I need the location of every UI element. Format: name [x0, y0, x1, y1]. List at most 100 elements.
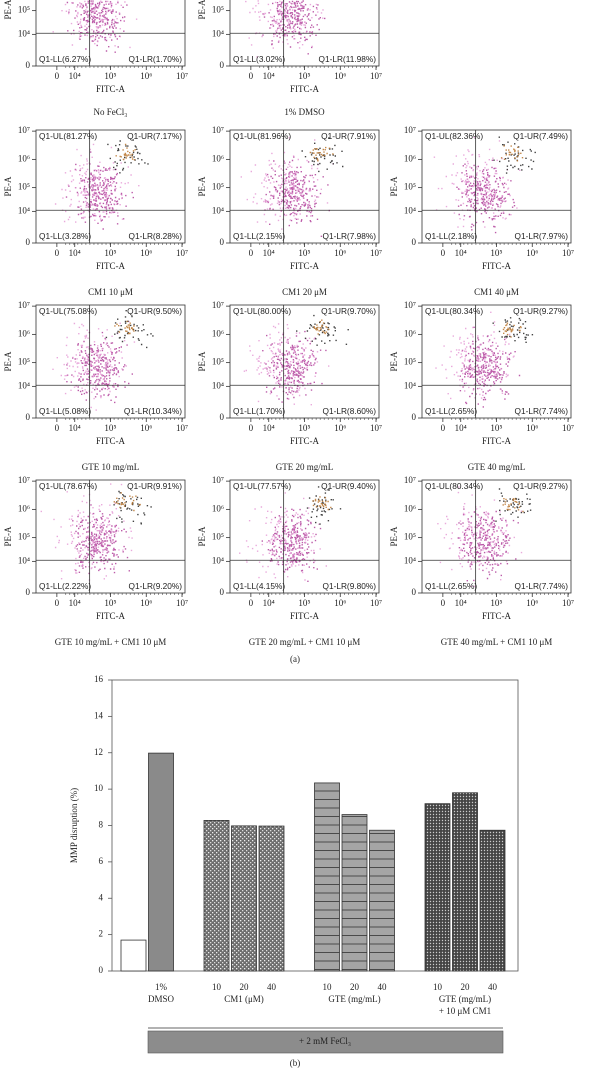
- panel-caption: GTE 10 mg/mL: [82, 462, 140, 472]
- event-cloud: [52, 0, 138, 49]
- y-axis-label: PE-A: [197, 351, 207, 372]
- y-tick-label: 0: [220, 587, 225, 597]
- y-axis-label: PE-A: [197, 526, 207, 547]
- y-tick-label: 10⁷: [404, 475, 416, 485]
- quadrant-label: Q1-UR(9.40%): [321, 481, 376, 491]
- x-tick-label: 10⁵: [298, 598, 310, 608]
- x-tick-label: 10⁷: [562, 423, 574, 433]
- y-tick-label: 10⁵: [18, 5, 30, 15]
- quadrant-label: Q1-UR(9.27%): [513, 481, 568, 491]
- plot-frame: [35, 479, 186, 594]
- y-axis-label: PE-A: [389, 526, 399, 547]
- y-tick-label: 10⁷: [212, 475, 224, 485]
- flow-panel: 0 10⁴ 10⁵ 10⁶ 10⁷ 0 10⁴ 10⁵ 10⁶ 10⁷ FITC-A PE-A GTE …: [3, 475, 188, 647]
- event-cloud: [301, 137, 344, 173]
- flow-panel: 0 10⁴ 10⁵ 10⁶ 10⁷ 0 10⁴ 10⁵ 10⁶ 10⁷ FITC-A PE-A CM1 …: [3, 125, 188, 297]
- x-tick-label: 10⁶: [334, 598, 346, 608]
- x-tick-label: 10⁵: [104, 598, 116, 608]
- quadrant-label: Q1-UR(7.91%): [321, 131, 376, 141]
- quadrant-label: Q1-LR(7.97%): [515, 231, 569, 241]
- bar: [424, 803, 451, 972]
- y-tick-label: 0: [99, 965, 104, 975]
- y-tick-label: 10⁶: [212, 153, 224, 163]
- y-axis-label: MMP disruption (%): [69, 788, 79, 863]
- event-cloud: [105, 310, 154, 349]
- x-tick-label: 1%: [155, 982, 168, 992]
- y-tick-label: 10⁵: [404, 357, 416, 367]
- y-tick-label: 10⁴: [18, 205, 30, 215]
- y-tick-label: 8: [99, 820, 104, 830]
- panel-caption: 1% DMSO: [284, 107, 325, 117]
- bar: [452, 792, 478, 972]
- y-tick-label: 10⁴: [212, 205, 224, 215]
- x-tick-label: 10⁵: [104, 71, 116, 81]
- y-tick-label: 10⁵: [212, 357, 224, 367]
- y-tick-label: 10⁷: [404, 300, 416, 310]
- quadrant-label: Q1-LR(10.34%): [124, 406, 182, 416]
- x-tick-label: 10⁶: [140, 423, 152, 433]
- x-tick-label: 0: [249, 423, 254, 433]
- x-axis-label: FITC-A: [290, 436, 320, 446]
- y-tick-label: 10⁵: [404, 182, 416, 192]
- event-cloud: [115, 143, 136, 161]
- y-tick-label: 10⁵: [404, 532, 416, 542]
- y-tick-label: 10⁷: [212, 300, 224, 310]
- x-tick-label: 0: [55, 248, 60, 258]
- x-tick-label: 10⁷: [176, 423, 188, 433]
- y-axis-label: PE-A: [3, 176, 13, 197]
- x-tick-label: 10: [433, 982, 443, 992]
- x-tick-label: 10: [323, 982, 333, 992]
- x-tick-label: 10⁴: [69, 423, 81, 433]
- flow-panel: 0 10⁴ 10⁵ 10⁶ 10⁷ 0 10⁴ 10⁵ 10⁶ 10⁷ FITC-A PE-A CM1 …: [197, 125, 382, 297]
- quadrant-label: Q1-LR(7.98%): [323, 231, 377, 241]
- y-tick-label: 0: [412, 237, 417, 247]
- x-tick-label: 40: [488, 982, 498, 992]
- x-tick-label: 10⁴: [69, 71, 81, 81]
- quadrant-label: Q1-LL(3.28%): [39, 231, 91, 241]
- quadrant-label: Q1-UL(81.27%): [39, 131, 97, 141]
- quadrant-label: Q1-LR(7.74%): [515, 406, 569, 416]
- y-tick-label: 10⁵: [18, 532, 30, 542]
- event-cloud: [492, 317, 534, 343]
- x-axis-label: FITC-A: [290, 611, 320, 621]
- x-tick-label: 0: [55, 423, 60, 433]
- y-axis-label: PE-A: [389, 351, 399, 372]
- bar: [258, 825, 285, 972]
- x-tick-label: 10⁶: [334, 71, 346, 81]
- panel-caption: CM1 20 μM: [282, 287, 327, 297]
- quadrant-label: Q1-UL(82.36%): [425, 131, 483, 141]
- x-tick-label: 10⁶: [140, 598, 152, 608]
- quadrant-label: Q1-UL(78.67%): [39, 481, 97, 491]
- bar: [120, 939, 147, 972]
- quadrant-label: Q1-LR(7.74%): [515, 581, 569, 591]
- bar: [479, 829, 506, 972]
- quadrant-label: Q1-UL(81.96%): [233, 131, 291, 141]
- x-tick-label: 10⁷: [562, 598, 574, 608]
- y-tick-label: 10: [94, 783, 104, 793]
- y-tick-label: 10⁶: [212, 503, 224, 513]
- x-tick-label: 10: [212, 982, 222, 992]
- event-cloud: [437, 486, 523, 588]
- x-tick-label: 10⁵: [298, 248, 310, 258]
- quadrant-label: Q1-LL(2.65%): [425, 581, 477, 591]
- x-axis-label: FITC-A: [482, 611, 512, 621]
- x-tick-label: 10⁶: [140, 71, 152, 81]
- x-tick-label: 10⁷: [370, 248, 382, 258]
- x-tick-label: 0: [441, 598, 446, 608]
- quadrant-label: Q1-LL(2.65%): [425, 406, 477, 416]
- event-cloud: [502, 322, 522, 338]
- x-tick-label: 10⁵: [298, 423, 310, 433]
- group-label: GTE (mg/mL): [328, 994, 380, 1004]
- panel-caption: CM1 40 μM: [474, 287, 519, 297]
- quadrant-label: Q1-UR(9.70%): [321, 306, 376, 316]
- x-tick-label: 40: [378, 982, 388, 992]
- quadrant-label: Q1-LR(8.28%): [129, 231, 183, 241]
- x-axis-label: FITC-A: [482, 261, 512, 271]
- bar: [314, 782, 340, 972]
- x-tick-label: 10⁶: [334, 423, 346, 433]
- flow-panel: 0 10⁴ 10⁵ 10⁶ 10⁷ 0 10⁴ 10⁵ 10⁶ 10⁷ FITC-A PE-A GTE …: [3, 300, 188, 472]
- quadrant-label: Q1-LL(1.70%): [233, 406, 285, 416]
- x-tick-label: 10⁷: [370, 71, 382, 81]
- event-cloud: [500, 145, 524, 162]
